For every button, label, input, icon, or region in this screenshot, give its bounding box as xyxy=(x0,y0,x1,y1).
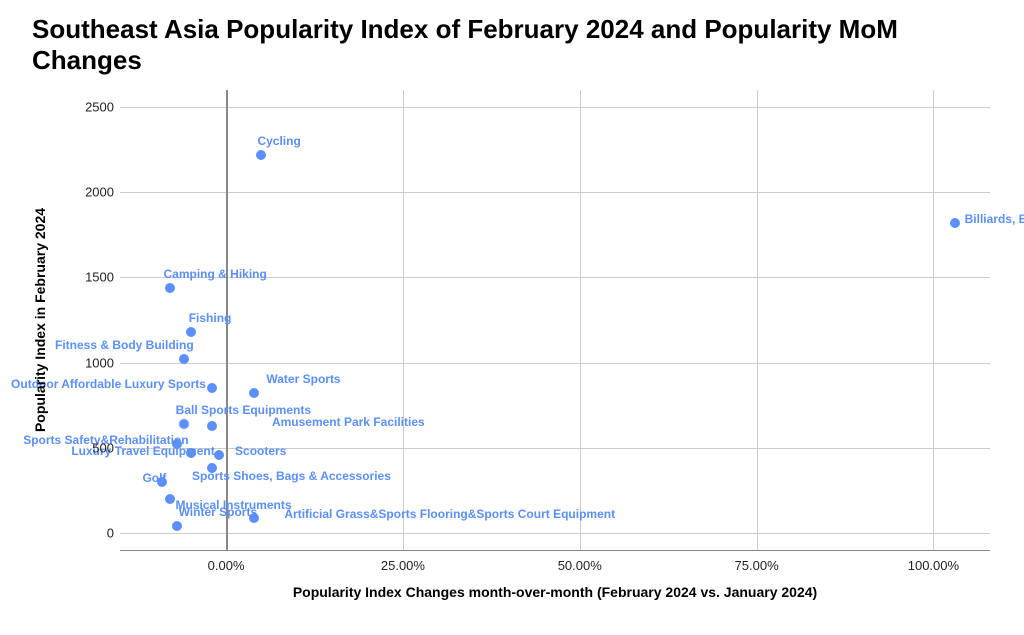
gridline-vertical xyxy=(580,90,581,550)
y-tick-label: 2500 xyxy=(70,100,114,115)
gridline-horizontal xyxy=(120,107,990,108)
data-point xyxy=(172,521,182,531)
y-tick-label: 500 xyxy=(70,440,114,455)
data-point xyxy=(207,383,217,393)
data-point xyxy=(950,218,960,228)
data-point-label: Sports Shoes, Bags & Accessories xyxy=(192,470,391,482)
y-tick-label: 1500 xyxy=(70,270,114,285)
data-point-label: Camping & Hiking xyxy=(164,268,267,280)
data-point-label: Golf xyxy=(142,472,166,484)
gridline-horizontal xyxy=(120,533,990,534)
data-point-label: Artificial Grass&Sports Flooring&Sports … xyxy=(284,508,615,520)
data-point-label: Billiards, Board Game,Coin Operated Game… xyxy=(965,213,1024,225)
data-point xyxy=(256,150,266,160)
x-axis-line xyxy=(120,550,990,551)
data-point xyxy=(186,327,196,337)
data-point-label: Winter Sports xyxy=(179,506,258,518)
data-point xyxy=(165,283,175,293)
data-point-label: Scooters xyxy=(235,445,286,457)
data-point xyxy=(249,388,259,398)
x-tick-label: 0.00% xyxy=(208,558,245,573)
data-point-label: Fishing xyxy=(189,312,232,324)
gridline-vertical xyxy=(933,90,934,550)
data-point-label: Water Sports xyxy=(266,373,340,385)
data-point xyxy=(179,354,189,364)
x-axis-title: Popularity Index Changes month-over-mont… xyxy=(293,584,817,600)
data-point-label: Cycling xyxy=(257,135,300,147)
data-point xyxy=(249,513,259,523)
data-point-label: Fitness & Body Building xyxy=(55,339,194,351)
gridline-horizontal xyxy=(120,192,990,193)
data-point xyxy=(179,419,189,429)
y-tick-label: 2000 xyxy=(70,185,114,200)
gridline-vertical xyxy=(757,90,758,550)
data-point xyxy=(165,494,175,504)
gridline-vertical xyxy=(403,90,404,550)
x-tick-label: 25.00% xyxy=(381,558,425,573)
gridline-horizontal xyxy=(120,363,990,364)
scatter-plot: CyclingBilliards, Board Game,Coin Operat… xyxy=(120,90,990,550)
data-point xyxy=(214,450,224,460)
x-tick-label: 50.00% xyxy=(558,558,602,573)
x-tick-label: 75.00% xyxy=(735,558,779,573)
y-tick-label: 0 xyxy=(70,525,114,540)
x-tick-label: 100.00% xyxy=(908,558,959,573)
y-axis-title: Popularity Index in February 2024 xyxy=(32,208,48,432)
data-point-label: Amusement Park Facilities xyxy=(272,416,425,428)
chart-title: Southeast Asia Popularity Index of Febru… xyxy=(32,14,932,76)
y-tick-label: 1000 xyxy=(70,355,114,370)
data-point xyxy=(207,421,217,431)
